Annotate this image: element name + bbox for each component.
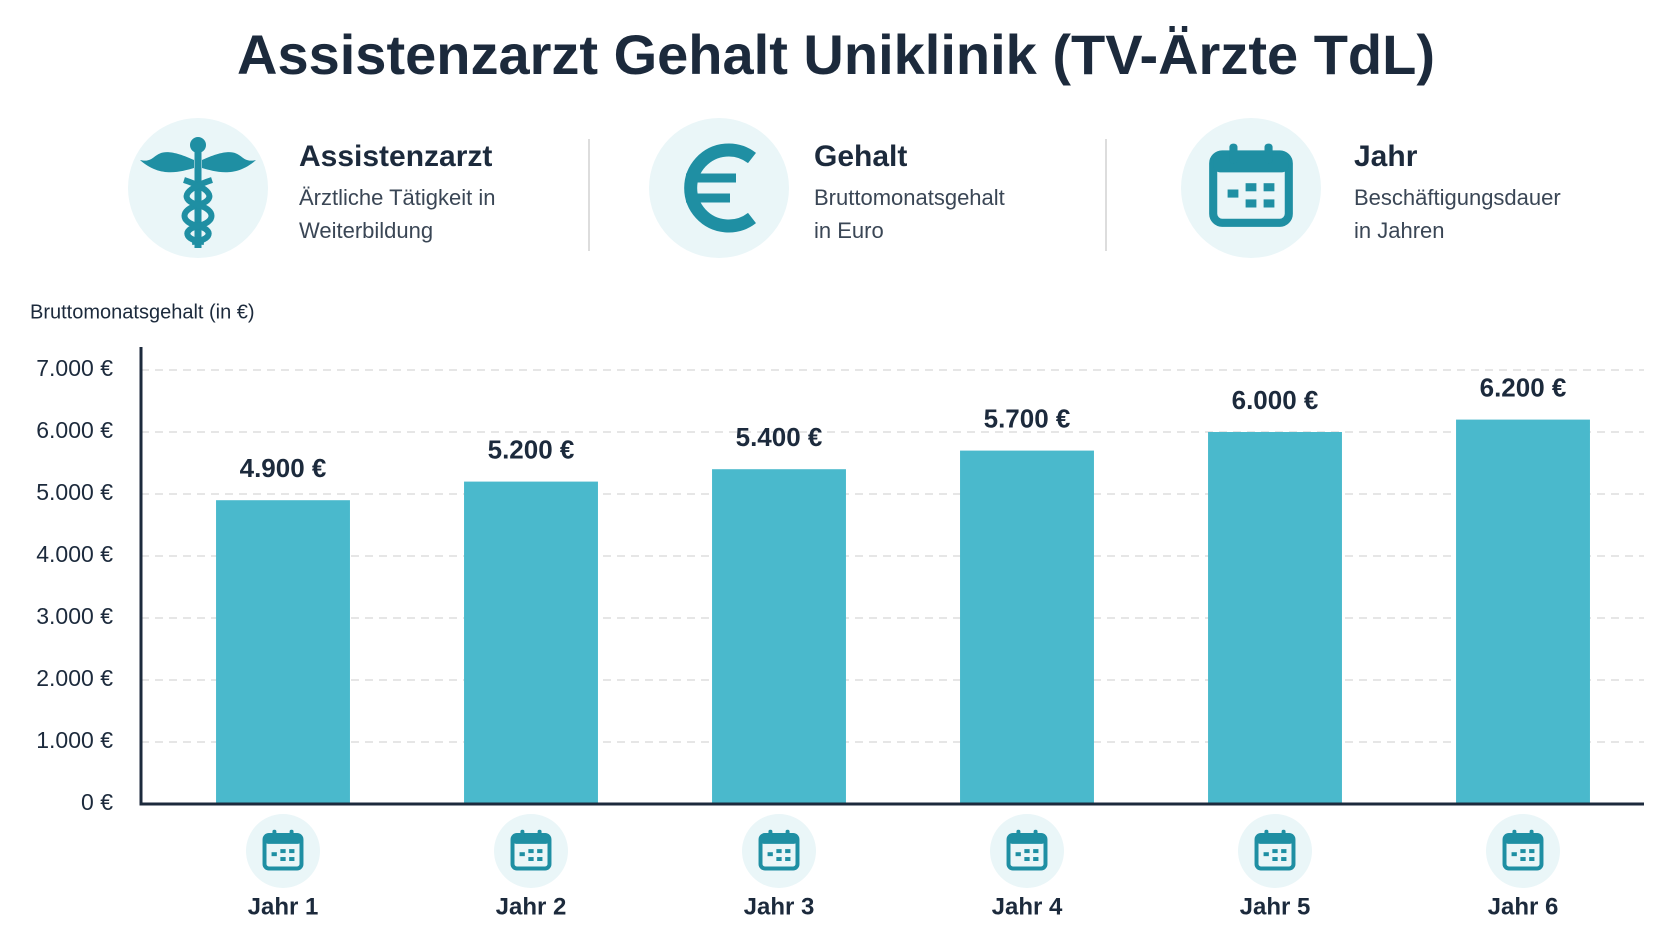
chart-title: Assistenzarzt Gehalt Uniklinik (TV-Ärzte…	[237, 23, 1435, 86]
value-label: 5.200 €	[488, 434, 575, 464]
x-tick-label: Jahr 2	[496, 893, 567, 920]
y-tick-label: 7.000 €	[36, 355, 113, 381]
card-text: in Euro	[814, 218, 884, 243]
card-text: Weiterbildung	[299, 218, 433, 243]
card-title: Jahr	[1354, 140, 1418, 173]
card-text: Bruttomonatsgehalt	[814, 185, 1005, 210]
bar	[712, 469, 846, 804]
y-tick-label: 6.000 €	[36, 417, 113, 443]
value-label: 6.000 €	[1232, 385, 1319, 415]
value-label: 5.700 €	[984, 403, 1071, 433]
x-tick-label: Jahr 3	[744, 893, 815, 920]
icon-calendar	[1181, 118, 1321, 258]
card-text: Beschäftigungsdauer	[1354, 185, 1561, 210]
y-tick-label: 4.000 €	[36, 541, 113, 567]
bar	[216, 500, 350, 804]
bar	[960, 450, 1094, 804]
x-tick-label: Jahr 4	[992, 893, 1063, 920]
value-label: 5.400 €	[736, 422, 823, 452]
bar	[464, 481, 598, 804]
y-tick-label: 1.000 €	[36, 727, 113, 753]
value-label: 4.900 €	[240, 453, 327, 483]
card-text: Ärztliche Tätigkeit in	[299, 185, 495, 210]
x-tick-label: Jahr 1	[248, 893, 319, 920]
value-label: 6.200 €	[1480, 372, 1567, 402]
card-title: Gehalt	[814, 140, 907, 173]
icon-caduceus	[128, 118, 268, 258]
y-tick-label: 5.000 €	[36, 479, 113, 505]
y-tick-label: 2.000 €	[36, 665, 113, 691]
card-text: in Jahren	[1354, 218, 1445, 243]
bar	[1456, 419, 1590, 804]
x-tick-label: Jahr 5	[1240, 893, 1311, 920]
x-tick-label: Jahr 6	[1488, 893, 1559, 920]
bar	[1208, 432, 1342, 804]
y-tick-label: 3.000 €	[36, 603, 113, 629]
y-axis-label: Bruttomonatsgehalt (in €)	[30, 301, 255, 323]
card-title: Assistenzarzt	[299, 140, 492, 173]
icon-euro	[649, 118, 789, 258]
y-tick-label: 0 €	[81, 789, 113, 815]
